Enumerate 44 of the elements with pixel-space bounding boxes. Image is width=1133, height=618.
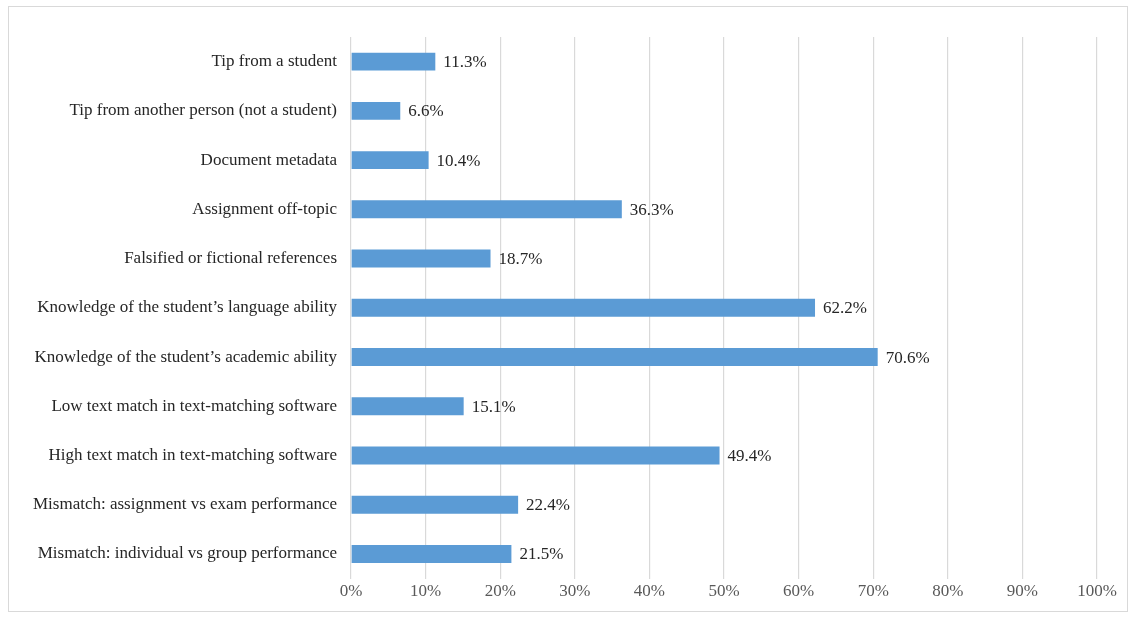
x-tick-label: 20% [484,581,516,601]
x-tick-label: 0% [339,581,363,601]
x-tick-label: 10% [410,581,442,601]
data-label: 21.5% [519,544,564,564]
data-label: 11.3% [443,52,487,72]
y-tick-label: High text match in text-matching software [48,444,338,464]
x-tick-label: 80% [932,581,964,601]
x-tick-label: 60% [783,581,815,601]
y-tick-label: Tip from a student [211,51,338,71]
bar [351,397,464,416]
y-tick-label: Knowledge of the student’s language ability [37,297,338,317]
data-label: 6.6% [408,101,444,121]
data-label: 18.7% [498,249,543,269]
y-tick-label: Assignment off-topic [192,198,338,218]
x-tick-label: 70% [857,581,889,601]
y-tick-label: Falsified or fictional references [124,248,338,268]
y-tick-label: Mismatch: assignment vs exam performance [32,494,338,514]
bar [351,52,436,71]
data-label: 62.2% [823,298,867,318]
data-label: 10.4% [436,150,481,170]
x-tick-label: 40% [633,581,665,601]
bar [351,249,491,268]
data-label: 15.1% [471,396,516,416]
x-tick-label: 50% [708,581,740,601]
data-label: 70.6% [885,347,930,367]
y-tick-label: Knowledge of the student’s academic ability [34,346,338,366]
y-tick-label: Mismatch: individual vs group performance [37,543,338,563]
data-label: 49.4% [727,445,772,465]
bar [351,200,622,219]
bar [351,545,512,563]
bar [351,446,720,465]
bar [351,151,429,170]
bar [351,101,401,120]
data-label: 22.4% [526,495,571,515]
bar [351,298,816,317]
x-tick-label: 100% [1077,581,1117,601]
data-label: 36.3% [629,199,674,219]
x-tick-label: 90% [1006,581,1038,601]
bar [351,495,519,514]
y-tick-label: Low text match in text-matching software [51,395,338,415]
y-tick-label: Document metadata [200,149,338,169]
bar [351,348,878,366]
y-tick-label: Tip from another person (not a student) [69,100,338,120]
x-tick-label: 30% [559,581,591,601]
